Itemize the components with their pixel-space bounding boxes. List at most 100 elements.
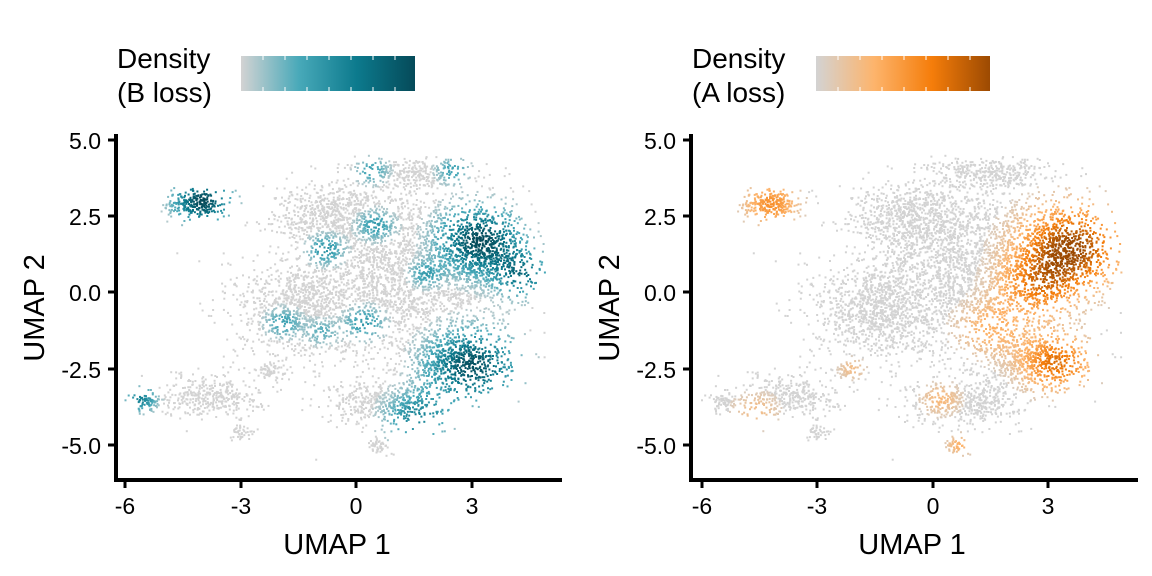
cell-point [301, 188, 304, 191]
cell-point [235, 402, 238, 404]
cell-point [335, 316, 338, 319]
cell-point [413, 287, 416, 290]
cell-point [435, 333, 438, 336]
cell-point [321, 306, 324, 309]
cell-point [371, 407, 374, 410]
cell-point [513, 308, 516, 311]
cell-point [319, 293, 322, 296]
cell-point [346, 322, 349, 325]
cell-point [294, 198, 297, 200]
cell-point [473, 296, 476, 299]
cell-point [367, 402, 370, 405]
cell-point [395, 293, 398, 296]
cell-point [310, 165, 313, 168]
cell-point [296, 274, 299, 277]
cell-point [308, 316, 311, 319]
cell-point [263, 363, 266, 366]
cell-point [285, 177, 288, 180]
cell-point [415, 192, 417, 195]
cell-point [436, 316, 439, 319]
cell-point [357, 208, 360, 211]
cell-point [460, 186, 463, 189]
cell-point [410, 385, 413, 388]
cell-point [369, 302, 372, 305]
cell-point [414, 298, 417, 301]
cell-point [437, 279, 440, 282]
cell-point [380, 402, 383, 405]
cell-point [459, 278, 462, 280]
cell-point [327, 421, 330, 423]
cell-point [390, 295, 393, 298]
cell-point [398, 245, 401, 248]
cell-point [276, 187, 279, 190]
cell-point [282, 347, 285, 350]
cell-point [384, 286, 387, 288]
cell-point [406, 391, 409, 394]
cell-point [267, 223, 270, 226]
cell-point [410, 293, 413, 296]
cell-point [347, 316, 350, 318]
cell-point [441, 183, 444, 186]
cell-point [296, 265, 299, 267]
cell-point [330, 220, 333, 223]
cell-point [375, 309, 377, 312]
cell-point [414, 282, 417, 285]
cell-point [396, 291, 399, 294]
cell-point [256, 254, 259, 257]
cell-point [354, 278, 357, 281]
cell-point [408, 373, 411, 376]
cell-point [460, 307, 463, 310]
legend-title-line2: (B loss) [117, 77, 212, 108]
cell-point [428, 255, 430, 258]
cell-point [368, 210, 371, 213]
cell-point [387, 276, 390, 279]
cell-point [322, 291, 325, 294]
cell-point [273, 301, 276, 304]
cell-point [295, 234, 298, 237]
cell-point [430, 183, 433, 186]
cell-point [377, 205, 380, 208]
cell-point [389, 233, 392, 236]
cell-point [317, 289, 320, 292]
cell-point [341, 219, 344, 222]
cell-point [338, 187, 341, 190]
cell-point [387, 292, 390, 295]
cell-point [391, 169, 394, 172]
cell-point [362, 291, 365, 294]
panel-b-loss: Density (B loss) 5.0 2.5 0.0 -2.5 -5.0 [19, 43, 562, 561]
cell-point [299, 197, 302, 200]
cell-point [407, 339, 410, 342]
cell-point [402, 258, 405, 261]
cell-point [337, 296, 340, 299]
cell-point [366, 195, 368, 198]
cell-point [327, 199, 330, 202]
cell-point [318, 372, 321, 375]
cell-point [263, 375, 266, 378]
cell-point [294, 289, 297, 292]
cell-point [426, 250, 429, 253]
cell-point [467, 292, 470, 295]
cell-point [412, 184, 415, 187]
cell-point [301, 229, 304, 232]
cell-point [416, 312, 419, 315]
cell-point [344, 422, 347, 425]
cell-point [444, 184, 447, 187]
cell-point [339, 239, 342, 242]
cell-point [444, 183, 447, 185]
cell-point [303, 353, 306, 356]
cell-point [379, 411, 382, 414]
cell-point [452, 195, 454, 198]
cell-point [525, 234, 528, 237]
cell-point [343, 297, 346, 300]
cell-point [230, 397, 233, 400]
cell-point [462, 302, 465, 305]
cell-point [297, 314, 299, 317]
cell-point [308, 254, 311, 257]
cell-point [244, 300, 247, 303]
cell-point [395, 250, 398, 253]
cell-point [376, 291, 379, 294]
cell-point [329, 290, 331, 293]
cell-point [346, 227, 349, 230]
cell-point [393, 264, 396, 267]
cell-point [512, 337, 515, 340]
